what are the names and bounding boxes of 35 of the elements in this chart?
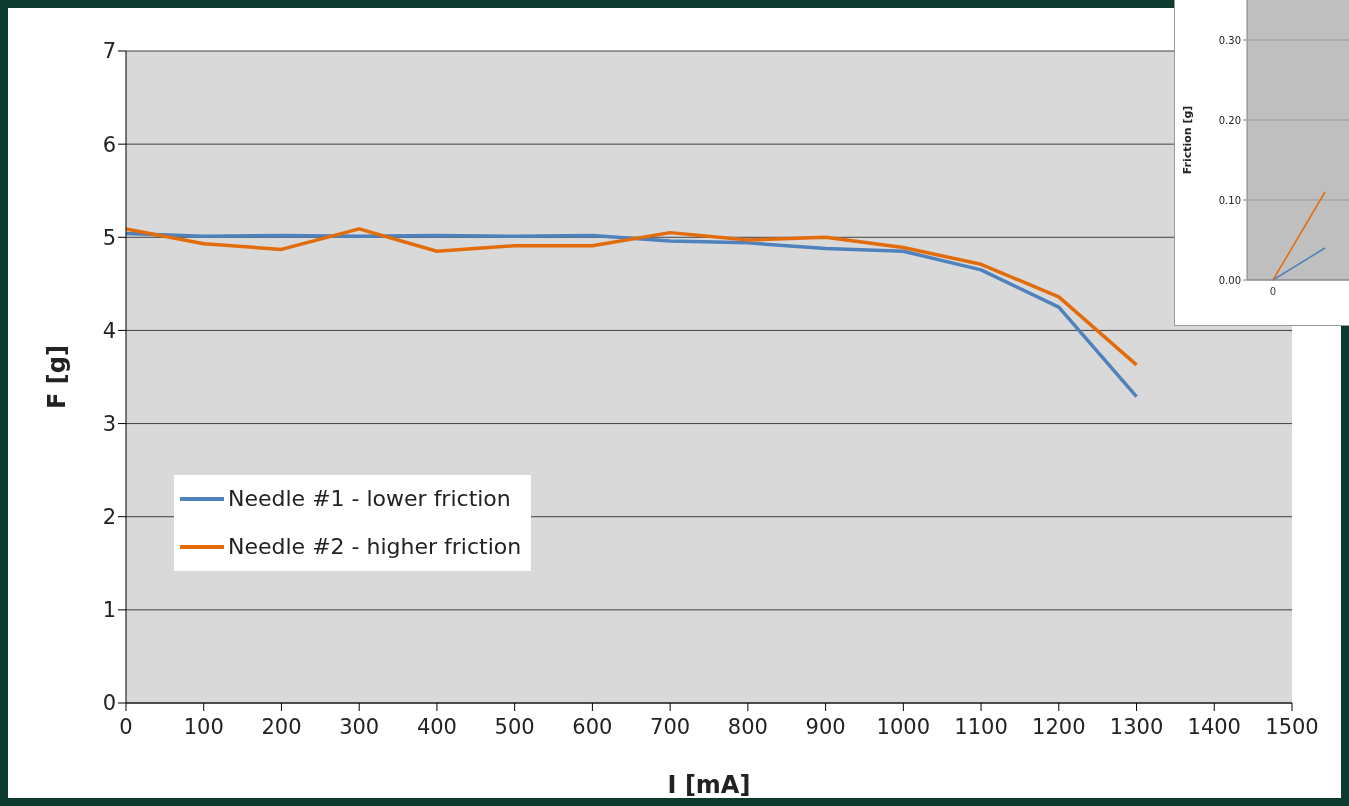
x-tick-label: 100 — [183, 714, 224, 739]
x-tick-label: 1100 — [954, 714, 1008, 739]
y-tick-label: 0.30 — [1218, 34, 1241, 46]
y-tick-label: 0.00 — [1218, 274, 1241, 286]
x-tick-label: 0 — [119, 714, 133, 739]
x-tick-label: 600 — [572, 714, 613, 739]
x-tick-label: 300 — [339, 714, 380, 739]
y-tick-label: 2 — [102, 505, 116, 530]
x-tick-label: 700 — [650, 714, 691, 739]
legend-label: Needle #2 - higher friction — [228, 533, 522, 561]
x-tick-label: 900 — [805, 714, 846, 739]
line-series — [126, 231, 1139, 399]
x-tick-label: 1200 — [1032, 714, 1086, 739]
x-tick-label: 1400 — [1187, 714, 1241, 739]
y-tick-label: 0 — [102, 691, 116, 716]
y-tick-label: 4 — [102, 318, 116, 343]
x-tick-label: 400 — [416, 714, 457, 739]
y-tick-label: 0.10 — [1218, 194, 1241, 206]
x-tick-label: 500 — [494, 714, 535, 739]
x-tick-label: 1500 — [1265, 714, 1319, 739]
y-tick-label: 3 — [102, 412, 116, 437]
y-tick-label: 7 — [102, 39, 116, 64]
x-axis-title: I [mA] — [667, 771, 751, 799]
y-tick-label: 5 — [102, 225, 116, 250]
x-tick-label: 1300 — [1109, 714, 1164, 739]
line-series — [126, 227, 1139, 367]
x-tick-label: 200 — [261, 714, 302, 739]
y-tick-label: 6 — [102, 132, 116, 157]
y-axis-title: Friction [g] — [1180, 105, 1194, 175]
x-tick-label: 800 — [727, 714, 768, 739]
x-tick-label: 1000 — [876, 714, 931, 739]
y-tick-label: 0.20 — [1218, 114, 1241, 126]
y-tick-label: 1 — [102, 598, 116, 623]
legend-label: Needle #1 - lower friction — [228, 485, 511, 513]
y-axis-title: F [g] — [42, 345, 71, 409]
